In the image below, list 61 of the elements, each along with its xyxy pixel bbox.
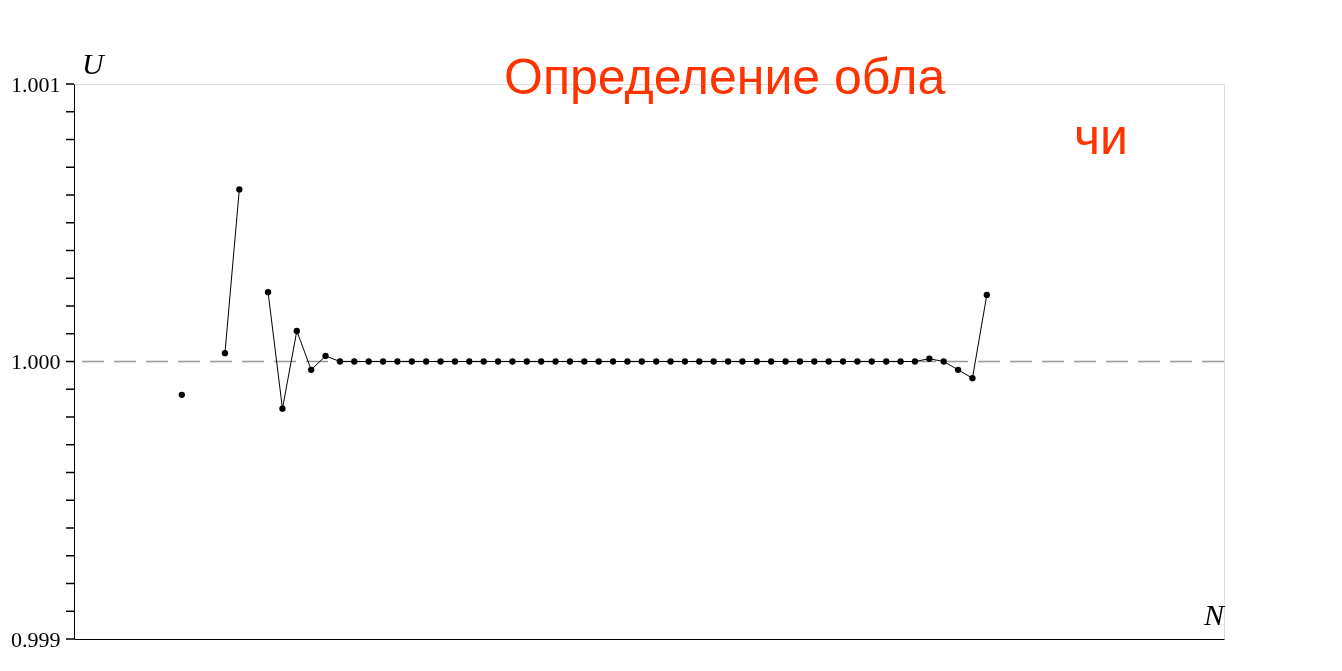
point [595,358,602,365]
point [710,358,717,365]
point [308,366,315,373]
point [724,358,732,365]
point [279,405,286,412]
y-axis-title: U [82,47,106,80]
point [854,358,861,365]
point [839,358,847,365]
point [811,358,818,365]
point [768,358,775,365]
point [552,358,559,365]
point [739,358,746,365]
point [365,358,372,365]
point [653,358,660,365]
x-axis-title: N [1202,598,1226,631]
point [796,358,804,365]
point [883,358,890,365]
point [494,358,502,365]
point [480,358,487,365]
point [178,391,185,398]
point [581,358,588,365]
point [379,358,387,365]
point [969,374,976,382]
point [911,358,919,365]
point [926,355,933,362]
chart-title: Определение обла [504,49,946,105]
point [221,350,229,357]
point [538,358,545,365]
point [753,358,760,365]
point [782,358,789,365]
point [437,358,444,365]
point [638,358,645,365]
point [336,358,344,365]
y-tick-label: 1.000 [11,349,61,374]
point [897,358,904,365]
point [466,358,473,365]
point [667,358,674,365]
point [523,358,530,365]
text: чи [1074,109,1128,165]
point [322,352,329,360]
point [825,358,832,365]
point [983,291,990,299]
point [236,186,243,193]
point [868,358,875,365]
y-tick-label: 0.999 [11,626,61,652]
point [566,358,574,365]
point [293,327,300,335]
point [423,358,430,365]
point [509,358,516,365]
point [681,358,689,365]
point [351,358,358,365]
y-tick-label: 1.001 [11,71,61,97]
point [609,358,617,365]
point [696,358,703,365]
point [394,358,401,365]
point [624,358,631,365]
point [940,358,947,365]
point [451,358,459,365]
point [408,358,415,365]
point [954,366,962,373]
point [264,288,272,296]
